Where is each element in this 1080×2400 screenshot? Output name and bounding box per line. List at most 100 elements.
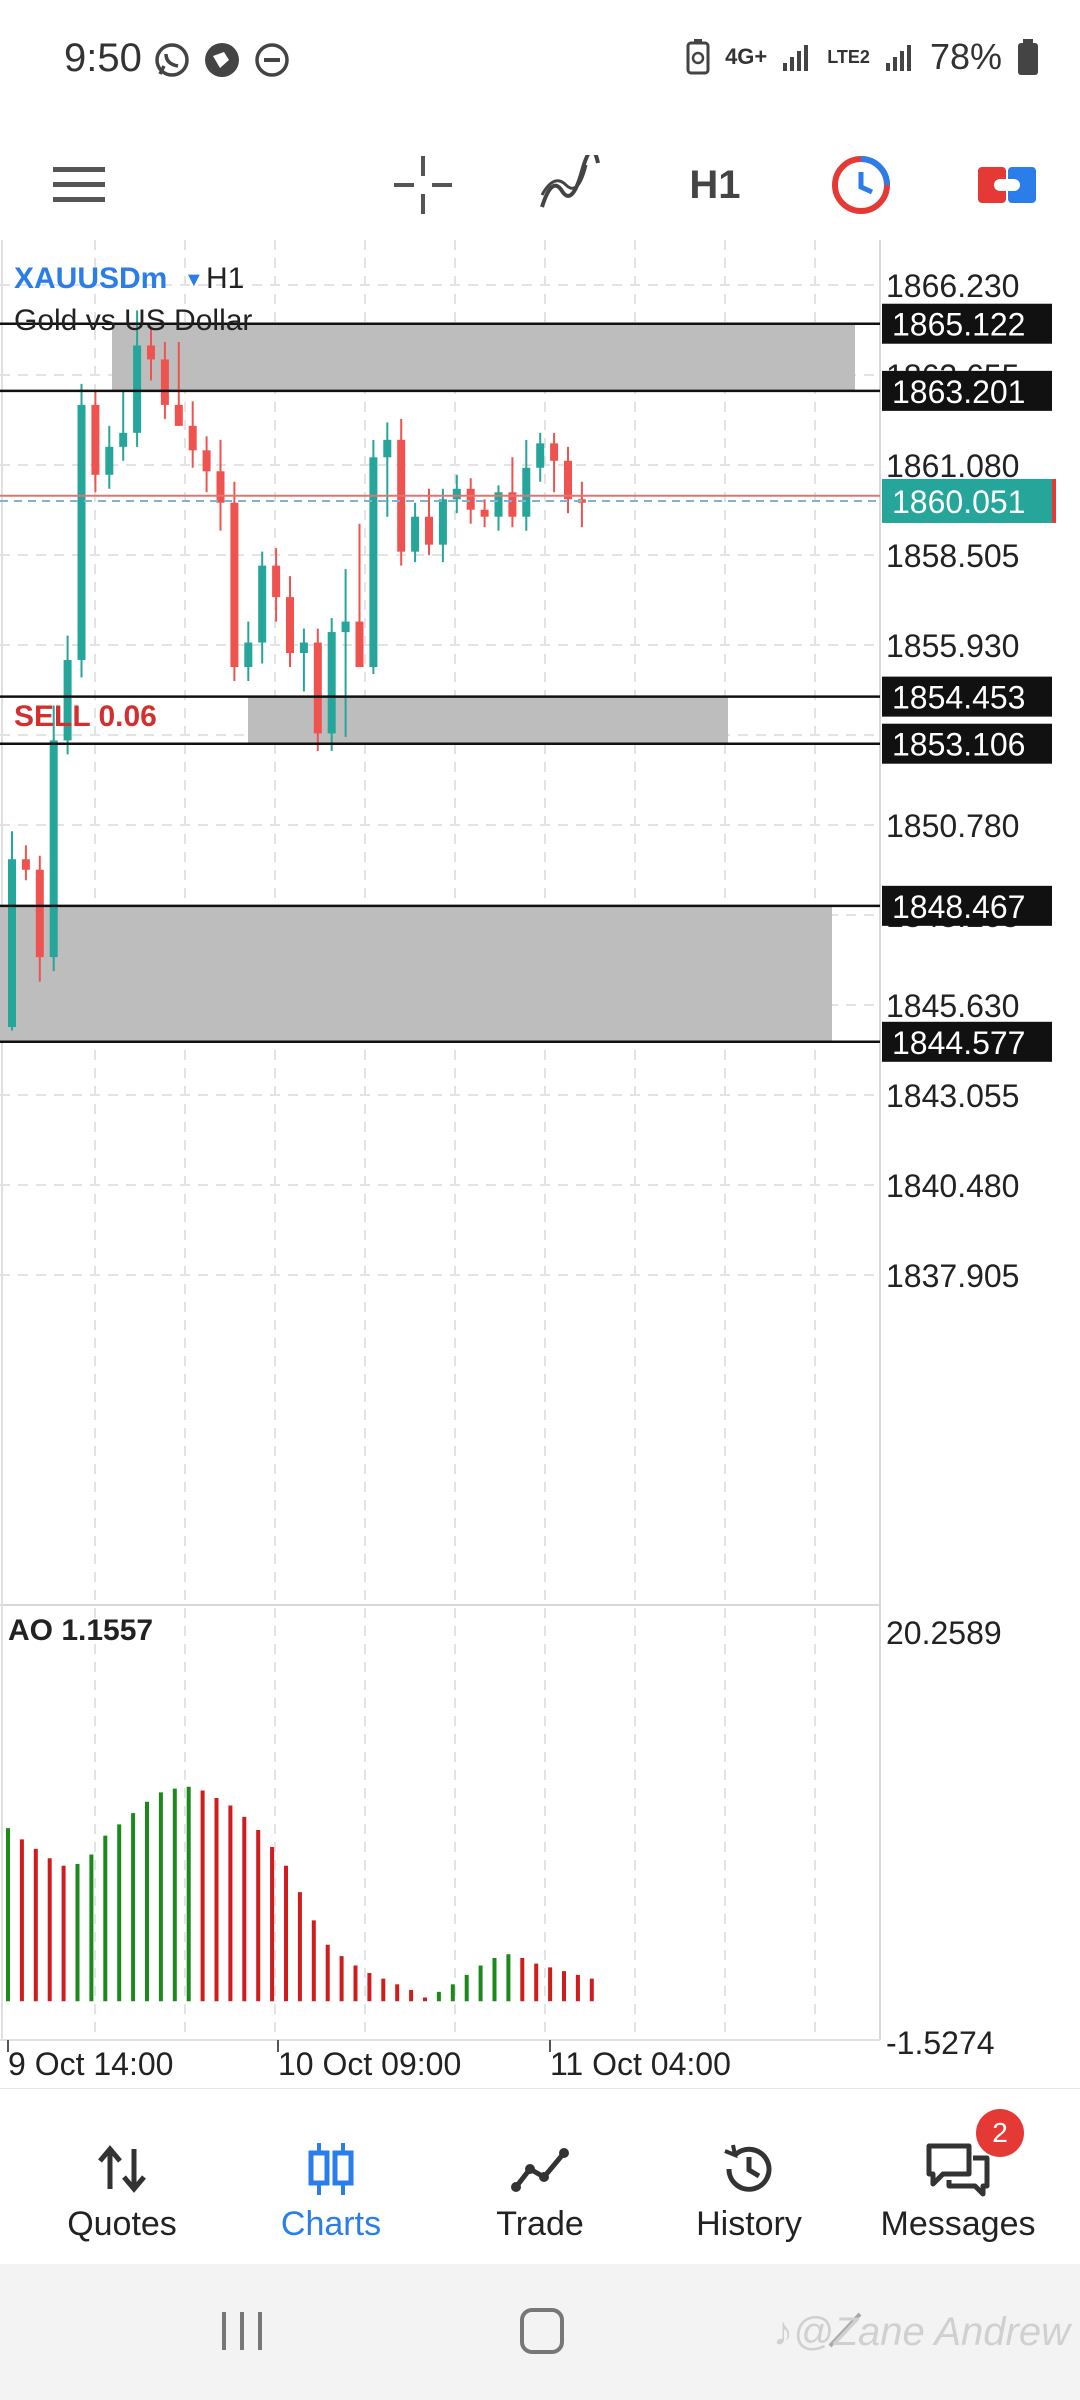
nav-history[interactable]: History [649,2089,849,2265]
sell-order-label[interactable]: SELL 0.06 [14,700,157,733]
candle-body [369,457,378,668]
indicators-button[interactable] [532,140,608,230]
recent-apps-icon[interactable] [218,2308,266,2354]
level-label: 1853.106 [892,727,1025,763]
candle-body [244,642,253,668]
supply-demand-zone [0,905,832,1042]
hamburger-menu-icon [53,167,105,202]
candle-body [438,499,447,545]
candle-body [216,471,225,503]
nav-history-label: History [696,2205,802,2243]
crosshair-button[interactable] [388,140,458,230]
candle-body [452,488,461,500]
do-not-disturb-icon [255,43,289,77]
level-label-background [882,723,1052,764]
current-price-marker [1052,478,1056,523]
notification-icons [152,40,292,80]
quotes-arrows-icon [98,2145,146,2193]
crosshair-icon [394,156,452,214]
candle-body [77,404,86,661]
candle-body [355,621,364,668]
candle-body [147,345,155,360]
chart-toolbar: H1 [0,120,1080,250]
level-label-background [882,885,1052,926]
candle-body [383,439,392,458]
price-axis-label: 1866.230 [886,268,1019,304]
nav-charts[interactable]: Charts [231,2089,431,2265]
clock-trade-icon [832,156,890,214]
one-click-trading-button[interactable] [826,140,896,230]
candle-body [327,632,336,734]
nav-quotes-label: Quotes [67,2205,177,2243]
time-axis-label: 10 Oct 09:00 [278,2046,461,2082]
price-axis-label: 1858.505 [886,538,1019,574]
time-axis-label: 9 Oct 14:00 [8,2046,173,2082]
candle-body [425,516,433,545]
candle-body [494,492,503,517]
candle-body [508,492,517,517]
price-axis-label: 1861.080 [886,448,1019,484]
candle-body [49,740,58,958]
candle-body [230,502,239,668]
candle-body [133,345,142,433]
system-navigation-bar [0,2264,1080,2400]
time-axis-label: 11 Oct 04:00 [550,2046,731,2082]
level-label: 1854.453 [892,680,1025,716]
nav-trade[interactable]: Trade [440,2089,640,2265]
nav-quotes[interactable]: Quotes [22,2089,222,2265]
indicator-axis-label: -1.5274 [886,2025,995,2061]
price-chart[interactable]: 1873.9551871.3801868.8051866.2301863.655… [0,240,1080,2090]
home-icon[interactable] [518,2306,566,2356]
menu-button[interactable] [44,140,114,230]
level-label: 1865.122 [892,307,1025,343]
level-label: 1863.201 [892,374,1025,410]
status-bar: 9:50 4G+ LTE2 78% [0,0,1080,120]
signal-icon [783,45,809,71]
candle-body [411,516,420,552]
level-label: 1848.467 [892,889,1025,925]
price-axis-label: 1850.780 [886,808,1019,844]
candle-body [466,488,475,510]
current-price-label: 1860.051 [892,484,1025,520]
candle-body [536,443,545,468]
candle-body [272,565,281,598]
level-label-background [882,370,1052,411]
messages-chat-icon [926,2143,990,2197]
indicator-label: AO 1.1557 [8,1614,153,1647]
candle-body [119,432,128,447]
candle-body [341,621,350,633]
back-icon[interactable] [820,2306,868,2354]
candle-body [105,446,114,475]
candle-body [480,509,489,517]
symbol-description: Gold vs US Dollar [14,304,252,337]
bottom-navigation: Quotes Charts Trade [0,2088,1080,2265]
nav-trade-label: Trade [496,2205,584,2243]
trade-panel-button[interactable] [972,140,1042,230]
battery-percent: 78% [929,36,1002,77]
symbol-dropdown-icon[interactable]: ▼ [184,269,204,291]
signal-2-icon [885,45,911,71]
price-axis-label: 1837.905 [886,1258,1019,1294]
current-price-background [882,478,1052,523]
candle-body [564,460,572,500]
price-axis-label: 1845.630 [886,988,1019,1024]
price-axis-label: 1843.055 [886,1078,1019,1114]
candle-body [21,859,30,870]
messages-badge: 2 [976,2109,1024,2157]
candle-body [8,859,16,1028]
network-type: 4G+ [725,44,768,69]
candle-body [160,359,169,405]
candle-body [258,565,267,643]
supply-demand-zone [112,323,855,391]
volte-label: LTE2 [827,46,870,67]
system-status: 4G+ LTE2 78% [685,36,1040,78]
symbol-name[interactable]: XAUUSDm [14,262,167,295]
status-time: 9:50 [64,36,142,80]
candle-body [550,443,559,461]
nav-messages-label: Messages [880,2205,1036,2243]
candle-body [313,642,322,734]
nav-messages[interactable]: Messages 2 [858,2089,1058,2265]
level-label: 1844.577 [892,1025,1025,1061]
price-axis-label: 1855.930 [886,628,1019,664]
timeframe-button[interactable]: H1 [689,162,741,207]
